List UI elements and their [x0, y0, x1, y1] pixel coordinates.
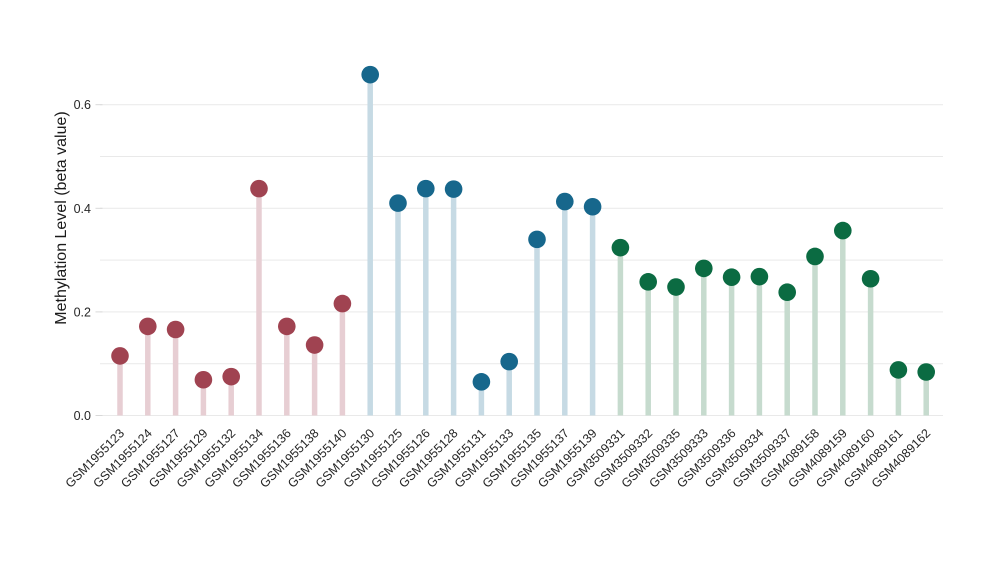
lollipop-dot — [806, 247, 824, 266]
lollipop-dot — [194, 370, 213, 389]
lollipop-dot — [583, 197, 602, 216]
lollipop-dot — [500, 352, 518, 371]
lollipop-dot — [111, 347, 129, 365]
lollipop-dot — [389, 194, 407, 212]
dots-group — [111, 65, 935, 391]
lollipop-dot — [722, 268, 741, 286]
y-axis-title: Methylation Level (beta value) — [53, 111, 70, 325]
lollipop-dot — [889, 361, 908, 379]
lollipop-dot — [472, 373, 491, 391]
lollipop-dot — [639, 273, 657, 291]
lollipop-dot — [250, 179, 268, 198]
lollipop-dot — [861, 269, 880, 288]
stems-group — [117, 74, 929, 416]
lollipop-dot — [222, 367, 240, 386]
lollipop-dot — [667, 278, 685, 296]
y-tick-label: 0.4 — [74, 202, 91, 216]
lollipop-dot — [166, 320, 185, 339]
lollipop-dot — [305, 336, 324, 354]
lollipop-dot — [556, 192, 574, 211]
y-tick-label: 0.2 — [74, 305, 91, 319]
lollipop-dot — [528, 230, 546, 249]
lollipop-dot — [444, 180, 463, 198]
lollipop-dot — [333, 294, 352, 313]
y-axis-ticks-group: 0.0 0.2 0.4 0.6 — [74, 98, 103, 423]
lollipop-dot — [361, 65, 380, 84]
lollipop-dot — [750, 267, 769, 286]
lollipop-dot — [695, 259, 713, 278]
y-tick-label: 0.0 — [74, 409, 91, 423]
lollipop-dot — [834, 221, 852, 240]
y-tick-label: 0.6 — [74, 98, 91, 112]
lollipop-dot — [917, 363, 935, 381]
lollipop-dot — [778, 283, 796, 302]
lollipop-dot — [417, 179, 435, 198]
lollipop-dot — [611, 238, 630, 257]
x-axis-labels-group: GSM1955123GSM1955124GSM1955127GSM1955129… — [63, 426, 934, 490]
gridlines-group — [100, 104, 943, 416]
lollipop-dot — [278, 317, 296, 336]
lollipop-dot — [139, 317, 157, 336]
